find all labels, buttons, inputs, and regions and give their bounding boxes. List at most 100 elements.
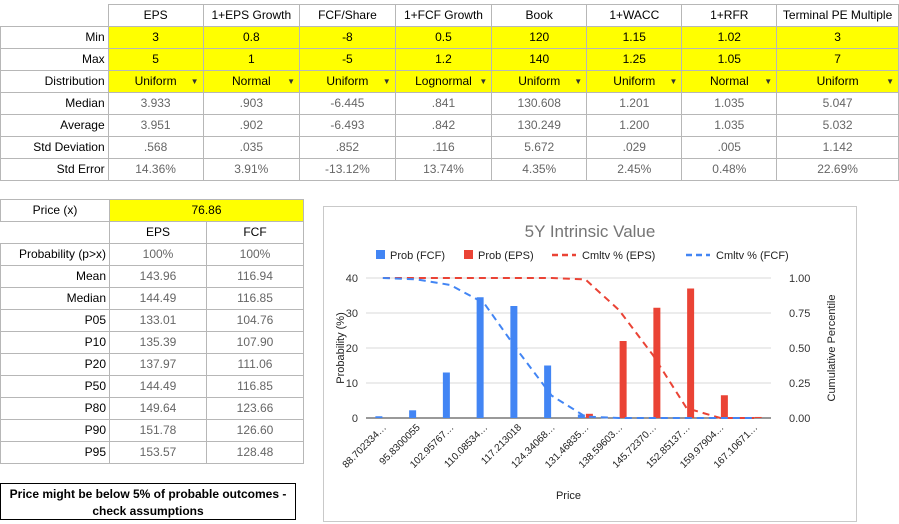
table-cell[interactable]: 4.35% — [491, 158, 588, 181]
distribution-dropdown[interactable]: Uniform ▼ — [586, 70, 683, 93]
table-cell[interactable]: 107.90 — [206, 331, 304, 354]
table-cell[interactable]: -5 — [299, 48, 396, 71]
price-input[interactable]: 76.86 — [109, 199, 304, 222]
row-label[interactable]: Median — [0, 287, 110, 310]
table-cell[interactable]: 137.97 — [109, 353, 207, 376]
table-cell[interactable]: 22.69% — [776, 158, 899, 181]
distribution-dropdown[interactable]: Lognormal ▼ — [394, 70, 493, 93]
table-cell[interactable]: 1.05 — [681, 48, 778, 71]
table-cell[interactable]: 153.57 — [109, 441, 207, 464]
row-label[interactable]: Max — [0, 48, 109, 71]
table-cell[interactable]: 1.200 — [586, 114, 683, 137]
column-header[interactable]: FCF — [206, 221, 304, 244]
column-header[interactable]: 1+EPS Growth — [202, 4, 301, 27]
row-label[interactable]: Distribution — [0, 70, 109, 93]
table-cell[interactable]: 130.249 — [491, 114, 588, 137]
bar-fcf[interactable] — [510, 306, 518, 418]
table-cell[interactable]: -13.12% — [299, 158, 396, 181]
column-header[interactable]: 1+WACC — [586, 4, 683, 27]
table-cell[interactable]: .842 — [394, 114, 493, 137]
table-cell[interactable]: .852 — [299, 136, 396, 159]
table-cell[interactable]: 0.5 — [394, 26, 493, 49]
bar-eps[interactable] — [619, 341, 627, 418]
table-cell[interactable]: 1 — [202, 48, 301, 71]
table-cell[interactable]: 123.66 — [206, 397, 304, 420]
distribution-dropdown[interactable]: Uniform ▼ — [107, 70, 204, 93]
row-label[interactable]: P20 — [0, 353, 110, 376]
table-cell[interactable]: 3 — [107, 26, 204, 49]
bar-eps[interactable] — [687, 288, 695, 419]
dropdown-arrow-icon[interactable]: ▼ — [382, 77, 391, 86]
row-label[interactable]: Std Error — [0, 158, 109, 181]
table-cell[interactable]: 1.142 — [776, 136, 899, 159]
row-label[interactable]: P50 — [0, 375, 110, 398]
table-cell[interactable]: 130.608 — [491, 92, 588, 115]
table-cell[interactable]: -8 — [299, 26, 396, 49]
column-header[interactable]: 1+FCF Growth — [394, 4, 493, 27]
table-cell[interactable]: 1.035 — [681, 92, 778, 115]
bar-fcf[interactable] — [544, 365, 552, 419]
table-cell[interactable]: .841 — [394, 92, 493, 115]
table-cell[interactable]: 126.60 — [206, 419, 304, 442]
table-cell[interactable]: 0.8 — [202, 26, 301, 49]
table-cell[interactable]: 5.672 — [491, 136, 588, 159]
dropdown-arrow-icon[interactable]: ▼ — [287, 77, 296, 86]
table-cell[interactable]: 144.49 — [109, 287, 207, 310]
table-cell[interactable]: .035 — [202, 136, 301, 159]
table-cell[interactable]: 1.02 — [681, 26, 778, 49]
table-cell[interactable]: .902 — [202, 114, 301, 137]
table-cell[interactable]: 3.951 — [107, 114, 204, 137]
bar-fcf[interactable] — [577, 414, 585, 419]
bar-fcf[interactable] — [409, 410, 417, 418]
table-cell[interactable]: 0.48% — [681, 158, 778, 181]
bar-fcf[interactable] — [476, 297, 484, 418]
table-cell[interactable]: 3.933 — [107, 92, 204, 115]
dropdown-arrow-icon[interactable]: ▼ — [886, 77, 894, 86]
table-cell[interactable]: 1.201 — [586, 92, 683, 115]
table-cell[interactable]: 3 — [776, 26, 899, 49]
dropdown-arrow-icon[interactable]: ▼ — [479, 77, 488, 86]
row-label[interactable]: P95 — [0, 441, 110, 464]
table-cell[interactable]: 3.91% — [202, 158, 301, 181]
cumulative-line-eps[interactable] — [382, 277, 755, 419]
price-label[interactable]: Price (x) — [0, 199, 110, 222]
table-cell[interactable]: 151.78 — [109, 419, 207, 442]
table-cell[interactable]: 133.01 — [109, 309, 207, 332]
table-cell[interactable]: 5.047 — [776, 92, 899, 115]
table-cell[interactable]: 135.39 — [109, 331, 207, 354]
cumulative-line-fcf[interactable] — [382, 277, 755, 419]
table-cell[interactable]: 104.76 — [206, 309, 304, 332]
table-cell[interactable]: -6.445 — [299, 92, 396, 115]
table-cell[interactable]: 111.06 — [206, 353, 304, 376]
table-cell[interactable]: 1.25 — [586, 48, 683, 71]
column-header[interactable]: EPS — [109, 221, 207, 244]
table-cell[interactable]: 7 — [776, 48, 899, 71]
table-cell[interactable]: .005 — [681, 136, 778, 159]
intrinsic-value-chart[interactable]: 5Y Intrinsic Value Prob (FCF) Prob (EPS) Cm… — [323, 206, 857, 522]
row-label[interactable]: P05 — [0, 309, 110, 332]
table-cell[interactable]: 13.74% — [394, 158, 493, 181]
table-cell[interactable]: 14.36% — [107, 158, 204, 181]
table-cell[interactable]: .116 — [394, 136, 493, 159]
distribution-dropdown[interactable]: Normal ▼ — [202, 70, 301, 93]
dropdown-arrow-icon[interactable]: ▼ — [190, 77, 199, 86]
bar-eps[interactable] — [754, 416, 762, 418]
distribution-dropdown[interactable]: Uniform ▼ — [776, 70, 899, 93]
table-cell[interactable]: 143.96 — [109, 265, 207, 288]
dropdown-arrow-icon[interactable]: ▼ — [669, 77, 678, 86]
table-cell[interactable]: .568 — [107, 136, 204, 159]
row-label[interactable]: P80 — [0, 397, 110, 420]
table-cell[interactable]: 1.15 — [586, 26, 683, 49]
row-label[interactable]: Min — [0, 26, 109, 49]
table-cell[interactable]: 144.49 — [109, 375, 207, 398]
row-label[interactable]: Average — [0, 114, 109, 137]
table-cell[interactable]: 100% — [206, 243, 304, 266]
table-cell[interactable]: 128.48 — [206, 441, 304, 464]
table-cell[interactable]: 149.64 — [109, 397, 207, 420]
table-cell[interactable]: 5 — [107, 48, 204, 71]
table-cell[interactable]: 1.035 — [681, 114, 778, 137]
distribution-dropdown[interactable]: Normal ▼ — [681, 70, 778, 93]
distribution-dropdown[interactable]: Uniform ▼ — [299, 70, 396, 93]
column-header[interactable]: 1+RFR — [681, 4, 778, 27]
bar-fcf[interactable] — [442, 372, 450, 419]
